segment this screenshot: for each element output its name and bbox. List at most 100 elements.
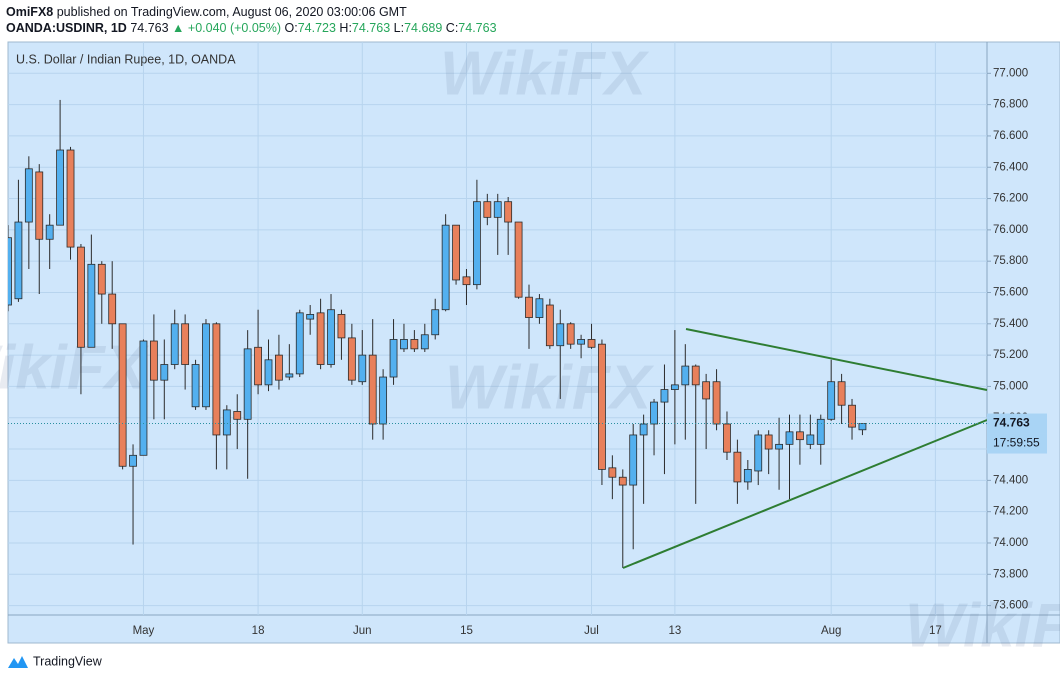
ohlc-value: 74.689 xyxy=(404,21,442,35)
candle-body xyxy=(681,365,690,386)
candle-body xyxy=(295,312,304,375)
y-tick-label: 76.800 xyxy=(993,99,1028,111)
x-tick-label: 13 xyxy=(668,625,681,637)
candle-body xyxy=(848,404,856,428)
candle-body xyxy=(462,276,471,286)
candle-body xyxy=(254,346,262,386)
candle-body xyxy=(410,339,419,350)
candle-body xyxy=(358,354,367,383)
candle-body xyxy=(827,381,836,420)
candle-body xyxy=(660,389,669,403)
candle-body xyxy=(389,339,398,378)
countdown-box xyxy=(987,433,1047,454)
candle-body xyxy=(191,364,200,408)
candle-body xyxy=(775,443,783,450)
candle-body xyxy=(66,149,75,248)
candle-body xyxy=(420,334,429,350)
y-tick-label: 74.400 xyxy=(993,474,1028,486)
candle-body xyxy=(222,409,231,436)
candle-body xyxy=(327,309,335,365)
x-tick-label: 15 xyxy=(460,625,473,637)
countdown: 17:59:55 xyxy=(993,436,1040,450)
candle-body xyxy=(785,431,794,445)
last-price-box xyxy=(987,413,1047,434)
symbol: OANDA:USDINR, 1D xyxy=(6,21,127,35)
candle-body xyxy=(806,434,815,445)
y-tick-label: 75.000 xyxy=(993,380,1028,392)
symbol-line: OANDA:USDINR, 1D 74.763 ▲ +0.040 (+0.05%… xyxy=(6,21,497,35)
candle-body xyxy=(723,423,731,453)
chart-area xyxy=(7,41,1060,644)
candle-body xyxy=(97,263,106,295)
candle-body xyxy=(24,168,33,223)
candle-body xyxy=(650,401,658,425)
candle-body xyxy=(285,373,294,378)
y-tick-label: 76.600 xyxy=(993,130,1028,142)
candle-body xyxy=(347,337,356,381)
watermark: WikiFX xyxy=(440,39,650,108)
change: ▲ +0.040 (+0.05%) xyxy=(172,21,281,35)
candle-body xyxy=(243,348,252,420)
candles xyxy=(8,99,867,569)
y-tick-label: 77.000 xyxy=(993,67,1028,79)
candle-body xyxy=(858,423,867,431)
candle-body xyxy=(754,434,763,472)
trendline xyxy=(622,419,988,569)
candle-body xyxy=(670,384,679,390)
candle-body xyxy=(212,323,221,436)
ohlc-value: 74.763 xyxy=(458,21,496,35)
candle-body xyxy=(702,381,711,400)
y-tick-label: 73.600 xyxy=(993,600,1028,612)
candle-body xyxy=(275,354,283,381)
footer-logo xyxy=(8,656,28,668)
candle-body xyxy=(743,469,752,483)
candle-body xyxy=(181,323,190,365)
y-tick-label: 75.400 xyxy=(993,318,1028,330)
x-tick-label: May xyxy=(133,625,155,637)
chart-title: U.S. Dollar / Indian Rupee, 1D, OANDA xyxy=(16,52,236,66)
watermark: WikiFX xyxy=(0,333,150,402)
footer: TradingView xyxy=(33,654,103,668)
candle-body xyxy=(264,359,273,386)
candle-body xyxy=(472,201,481,286)
last: 74.763 xyxy=(130,21,168,35)
candle-body xyxy=(556,323,565,347)
candle-body xyxy=(87,263,96,348)
y-tick-label: 76.200 xyxy=(993,193,1028,205)
candle-body xyxy=(618,476,627,486)
x-tick-label: 17 xyxy=(929,625,942,637)
candle-body xyxy=(233,411,242,420)
last-price-label: 74.763 xyxy=(993,416,1030,430)
candle-body xyxy=(796,431,804,441)
candle-body xyxy=(35,171,44,240)
y-tick-label: 76.400 xyxy=(993,161,1028,173)
candle-body xyxy=(535,298,544,318)
candle-body xyxy=(587,339,596,348)
candle-body xyxy=(837,381,846,406)
candle-body xyxy=(712,381,721,425)
y-tick-label: 76.000 xyxy=(993,224,1028,236)
candle-body xyxy=(400,339,408,350)
ohlc-label: C: xyxy=(446,21,459,35)
candle-body xyxy=(504,201,513,223)
ohlc-label: L: xyxy=(394,21,404,35)
ohlc-value: 74.723 xyxy=(298,21,336,35)
candle-body xyxy=(764,434,773,450)
publisher: OmiFX8 xyxy=(6,5,53,19)
y-tick-label: 75.800 xyxy=(993,255,1028,267)
x-tick-label: 18 xyxy=(252,625,265,637)
y-tick-label: 74.200 xyxy=(993,506,1028,518)
candle-body xyxy=(14,221,23,300)
candle-body xyxy=(306,314,315,320)
axes: 73.60073.80074.00074.20074.40074.60074.8… xyxy=(8,67,1047,637)
candle-body xyxy=(577,339,585,345)
candle-body xyxy=(160,364,169,381)
candle-body xyxy=(337,314,346,339)
x-tick-label: Aug xyxy=(821,625,841,637)
y-tick-label: 74.000 xyxy=(993,537,1028,549)
candle-body xyxy=(368,354,377,425)
candle-body xyxy=(525,296,533,318)
candle-body xyxy=(545,304,554,347)
x-tick-label: Jul xyxy=(584,625,599,637)
